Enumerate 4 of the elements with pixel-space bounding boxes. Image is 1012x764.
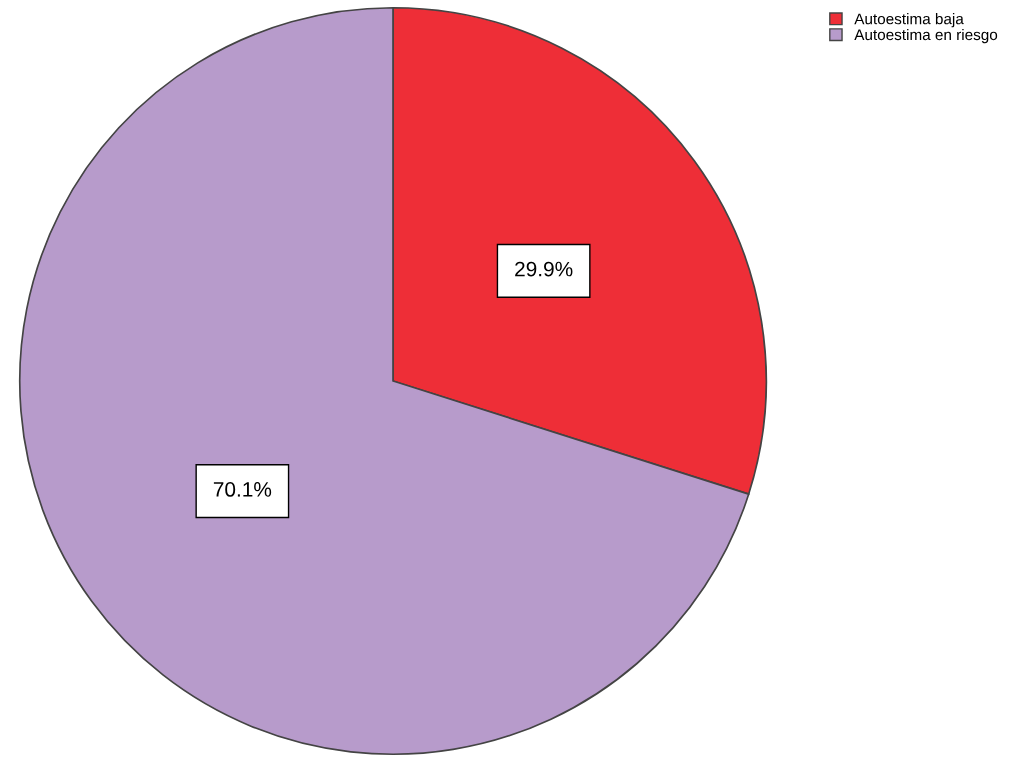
data-label: 29.9%: [515, 261, 573, 277]
legend-label: Autoestima en riesgo: [854, 28, 998, 44]
legend-label: Autoestima baja: [854, 13, 964, 28]
data-label: 70.1%: [213, 482, 272, 497]
